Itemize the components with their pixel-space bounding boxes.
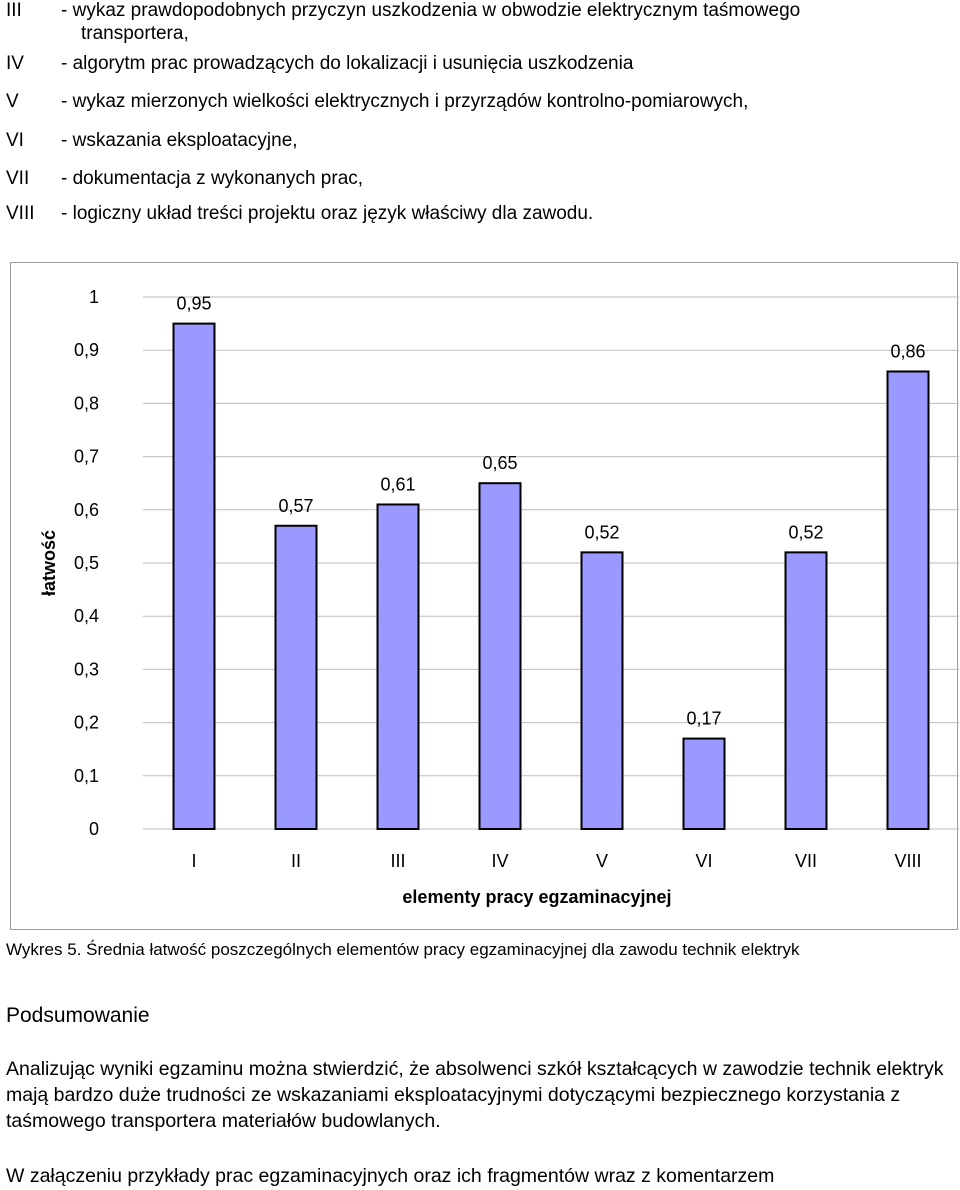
criteria-text: - wykaz prawdopodobnych przyczyn uszkodz… xyxy=(61,0,801,21)
y-tick-label: 0,5 xyxy=(74,553,99,573)
bar xyxy=(478,482,522,830)
criteria-item-iii: III - wykaz prawdopodobnych przyczyn usz… xyxy=(6,0,960,45)
criteria-number: V xyxy=(6,91,19,112)
bar xyxy=(172,322,216,830)
y-tick-label: 0,7 xyxy=(74,447,99,467)
y-tick-label: 0,4 xyxy=(74,606,99,626)
summary-text: Analizując wyniki egzaminu można stwierd… xyxy=(6,1058,944,1132)
x-tick-label: III xyxy=(390,851,405,871)
criteria-text: - algorytm prac prowadzących do lokaliza… xyxy=(61,53,634,74)
bar-value-label: 0,52 xyxy=(788,522,823,542)
x-tick-label: IV xyxy=(491,851,508,871)
criteria-number: VII xyxy=(6,168,30,189)
y-tick-label: 0,9 xyxy=(74,340,99,360)
bar-value-label: 0,52 xyxy=(584,522,619,542)
bar-value-label: 0,65 xyxy=(482,453,517,473)
criteria-number: III xyxy=(6,0,22,21)
bar-chart: 0 0,1 0,2 0,3 0,4 0,5 0,6 0,7 0,8 0,9 1 0,95 I 0,57 II… xyxy=(39,287,959,907)
criteria-list: III - wykaz prawdopodobnych przyczyn usz… xyxy=(6,0,960,225)
bar-value-label: 0,95 xyxy=(176,294,211,314)
chart-caption: Wykres 5. Średnia łatwość poszczególnych… xyxy=(6,940,800,959)
y-axis-title: łatwość xyxy=(39,530,59,596)
criteria-text: - logiczny układ treści projektu oraz ję… xyxy=(61,203,594,224)
x-tick-label: VI xyxy=(695,851,712,871)
y-tick-label: 0,8 xyxy=(74,393,99,413)
criteria-number: VIII xyxy=(6,203,35,224)
criteria-item-iv: IV - algorytm prac prowadzących do lokal… xyxy=(6,52,960,75)
bar xyxy=(886,370,930,830)
y-tick-label: 1 xyxy=(89,287,99,307)
x-tick-label: VIII xyxy=(894,851,921,871)
bar xyxy=(784,551,828,830)
bar xyxy=(580,551,624,830)
y-tick-label: 0 xyxy=(89,819,99,839)
y-tick-label: 0,6 xyxy=(74,500,99,520)
criteria-number: IV xyxy=(6,53,24,74)
criteria-item-vii: VII - dokumentacja z wykonanych prac, xyxy=(6,167,960,190)
bar-value-label: 0,57 xyxy=(278,496,313,516)
x-axis-title: elementy pracy egzaminacyjnej xyxy=(402,887,671,907)
y-tick-label: 0,1 xyxy=(74,766,99,786)
bar-value-label: 0,86 xyxy=(890,341,925,361)
criteria-item-viii: VIII - logiczny układ treści projektu or… xyxy=(6,202,960,225)
x-tick-label: I xyxy=(191,851,196,871)
x-tick-label: V xyxy=(596,851,608,871)
criteria-item-v: V - wykaz mierzonych wielkości elektrycz… xyxy=(6,90,960,113)
criteria-item-vi: VI - wskazania eksploatacyjne, xyxy=(6,129,960,152)
appendix-text: W załączeniu przykłady prac egzaminacyjn… xyxy=(6,1165,775,1187)
criteria-text: - wykaz mierzonych wielkości elektryczny… xyxy=(61,91,749,112)
bar-value-label: 0,61 xyxy=(380,474,415,494)
criteria-text-continuation: transportera, xyxy=(81,23,189,44)
y-tick-label: 0,2 xyxy=(74,713,99,733)
summary-heading: Podsumowanie xyxy=(6,1004,150,1027)
x-tick-label: II xyxy=(291,851,301,871)
bar xyxy=(682,737,726,830)
bar-value-label: 0,17 xyxy=(686,709,721,729)
x-tick-label: VII xyxy=(795,851,817,871)
criteria-text: - wskazania eksploatacyjne, xyxy=(61,130,298,151)
chart-frame: 0 0,1 0,2 0,3 0,4 0,5 0,6 0,7 0,8 0,9 1 0,95 I 0,57 II… xyxy=(10,262,959,930)
criteria-text: - dokumentacja z wykonanych prac, xyxy=(61,168,364,189)
bar xyxy=(376,503,420,830)
criteria-number: VI xyxy=(6,130,24,151)
bar xyxy=(274,524,318,830)
y-tick-label: 0,3 xyxy=(74,659,99,679)
